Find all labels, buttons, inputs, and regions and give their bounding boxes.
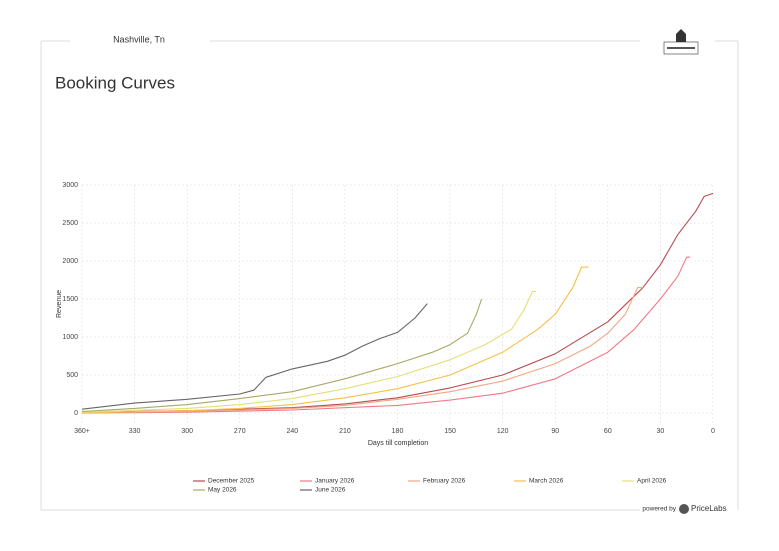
y-tick-label: 3000 (62, 182, 78, 189)
legend-label: April 2026 (637, 478, 667, 485)
series-line (81, 298, 483, 413)
x-axis-label: Days till completion (368, 440, 428, 447)
series-line (81, 287, 643, 414)
series-line (81, 192, 714, 413)
x-tick-label: 360+ (74, 428, 90, 435)
chart-title: Booking Curves (55, 73, 175, 92)
brand: PriceLabs (691, 504, 727, 513)
y-tick-label: 1500 (62, 296, 78, 303)
series-line (81, 266, 589, 414)
series-line (81, 290, 536, 413)
legend-label: March 2026 (529, 478, 564, 485)
x-tick-label: 240 (286, 428, 298, 435)
x-tick-label: 300 (181, 428, 193, 435)
x-tick-label: 120 (497, 428, 509, 435)
powered-by: powered by (642, 506, 676, 513)
series-line (81, 256, 691, 414)
legend-label: June 2026 (315, 487, 346, 494)
x-tick-label: 60 (604, 428, 612, 435)
x-tick-label: 90 (551, 428, 559, 435)
x-tick-label: 0 (711, 428, 715, 435)
x-tick-label: 330 (129, 428, 141, 435)
y-tick-label: 1000 (62, 334, 78, 341)
series-line (81, 303, 428, 410)
y-axis-label: Revenue (56, 290, 63, 318)
y-tick-label: 2000 (62, 258, 78, 265)
legend-label: December 2025 (208, 478, 255, 485)
x-tick-label: 150 (444, 428, 456, 435)
x-tick-label: 210 (339, 428, 351, 435)
logo (663, 29, 699, 55)
legend-label: February 2026 (423, 478, 466, 485)
x-tick-label: 30 (657, 428, 665, 435)
y-tick-label: 500 (66, 372, 78, 379)
legend-label: May 2026 (208, 487, 237, 494)
x-tick-label: 270 (234, 428, 246, 435)
y-tick-label: 2500 (62, 220, 78, 227)
brand-icon (679, 504, 689, 514)
location: Nashville, Tn (113, 34, 165, 44)
x-tick-label: 180 (392, 428, 404, 435)
y-tick-label: 0 (74, 410, 78, 417)
legend-label: January 2026 (315, 478, 355, 485)
